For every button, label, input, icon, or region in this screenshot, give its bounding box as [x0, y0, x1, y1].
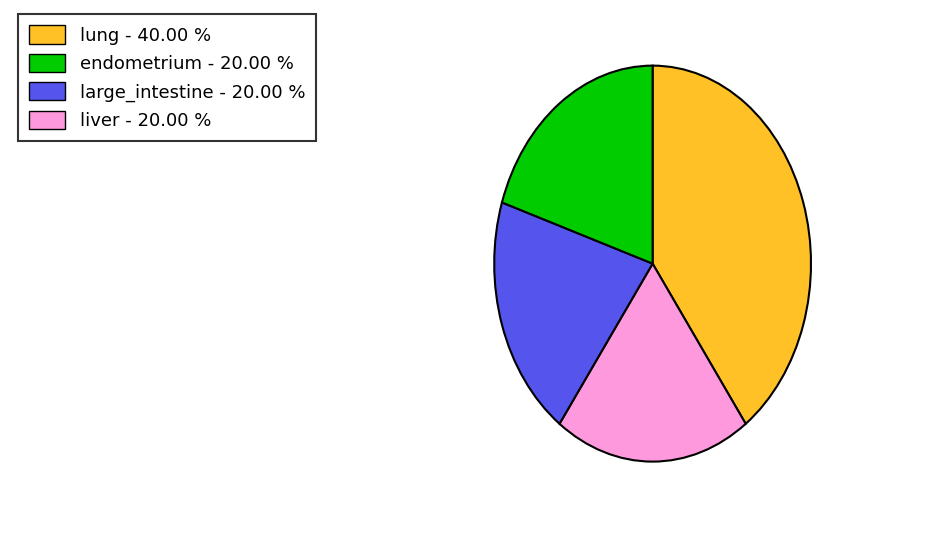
Wedge shape — [560, 264, 746, 462]
Legend: lung - 40.00 %, endometrium - 20.00 %, large_intestine - 20.00 %, liver - 20.00 : lung - 40.00 %, endometrium - 20.00 %, l… — [19, 15, 316, 141]
Wedge shape — [502, 66, 653, 264]
Wedge shape — [494, 202, 653, 424]
Wedge shape — [653, 66, 811, 424]
